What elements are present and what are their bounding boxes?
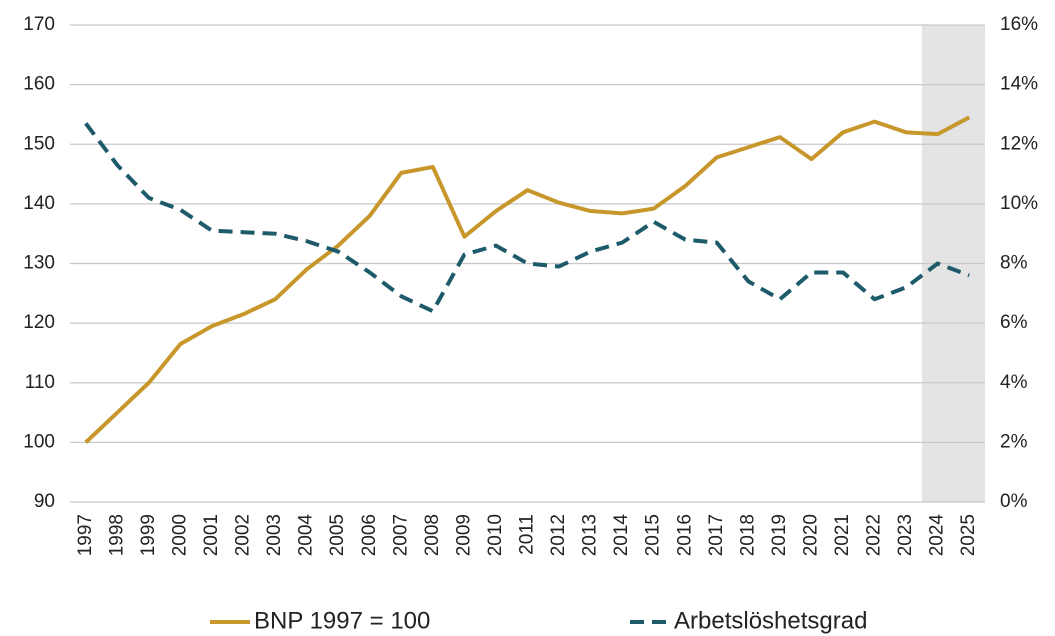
y-tick-label: 90 <box>34 491 55 512</box>
x-tick-label: 2020 <box>800 514 821 556</box>
legend-label: Arbetslöshetsgrad <box>674 607 867 634</box>
x-tick-label: 1997 <box>75 514 96 556</box>
x-tick-label: 2015 <box>643 514 664 556</box>
x-tick-label: 1999 <box>138 514 159 556</box>
x-tick-label: 2000 <box>169 514 190 556</box>
y-tick-label: 130 <box>23 253 55 274</box>
x-tick-label: 1998 <box>106 514 127 556</box>
x-tick-label: 2012 <box>548 514 569 556</box>
y-tick-label: 150 <box>23 133 55 154</box>
x-tick-label: 2009 <box>453 514 474 556</box>
x-tick-label: 2017 <box>706 514 727 556</box>
y-tick-label: 170 <box>23 14 55 35</box>
x-tick-label: 2004 <box>296 514 317 557</box>
x-tick-label: 2010 <box>485 514 506 556</box>
y2-tick-label: 10% <box>1000 193 1038 214</box>
x-tick-label: 2021 <box>832 514 853 556</box>
y-tick-label: 160 <box>23 74 55 95</box>
y-tick-label: 140 <box>23 193 55 214</box>
x-tick-label: 2003 <box>264 514 285 556</box>
x-tick-label: 2022 <box>864 514 885 556</box>
y-tick-label: 120 <box>23 312 55 333</box>
x-tick-label: 2001 <box>201 514 222 556</box>
y-tick-label: 110 <box>25 372 55 393</box>
x-tick-label: 2018 <box>737 514 758 556</box>
x-tick-label: 2013 <box>580 514 601 556</box>
x-tick-label: 2019 <box>769 514 790 556</box>
y2-tick-label: 12% <box>1000 133 1038 154</box>
y2-tick-label: 8% <box>1000 253 1028 274</box>
x-tick-label: 2011 <box>517 514 538 555</box>
y2-tick-label: 6% <box>1000 312 1028 333</box>
y2-tick-label: 4% <box>1000 372 1028 393</box>
x-tick-label: 2006 <box>359 514 380 556</box>
x-tick-label: 2025 <box>958 514 979 556</box>
x-tick-label: 2002 <box>233 514 254 556</box>
series-line <box>84 115 971 444</box>
x-tick-label: 2014 <box>611 514 632 557</box>
y2-tick-label: 14% <box>1000 74 1038 95</box>
y2-tick-label: 16% <box>1000 14 1038 35</box>
x-tick-label: 2007 <box>390 514 411 556</box>
x-tick-label: 2005 <box>327 514 348 556</box>
legend-label: BNP 1997 = 100 <box>254 607 430 634</box>
x-tick-label: 2024 <box>927 514 948 557</box>
series-line <box>84 122 970 314</box>
x-tick-label: 2016 <box>674 514 695 556</box>
y2-tick-label: 2% <box>1000 431 1028 452</box>
y-tick-label: 100 <box>23 431 55 452</box>
y2-tick-label: 0% <box>1000 491 1028 512</box>
x-tick-label: 2008 <box>422 514 443 556</box>
x-tick-label: 2023 <box>895 514 916 556</box>
